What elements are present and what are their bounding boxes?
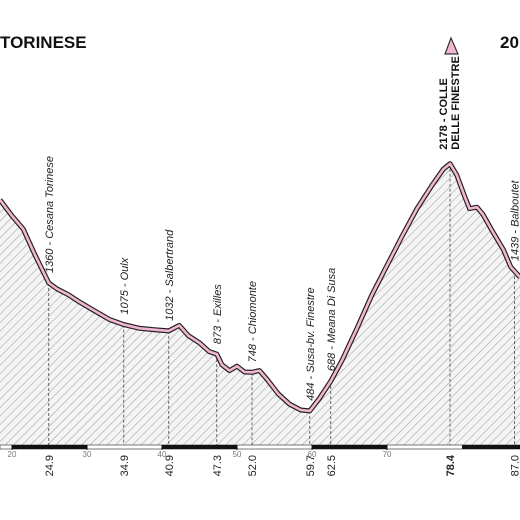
km-label: 62.5 (326, 455, 338, 476)
waypoint-label: 688 - Meana Di Susa (326, 268, 338, 371)
x-tick-label: 40 (158, 450, 167, 459)
km-label: 78.4 (445, 454, 457, 476)
km-label: 47.3 (212, 455, 224, 476)
summit-label: 2178 - COLLE (438, 78, 450, 150)
axis-bar-segment (12, 445, 88, 449)
x-tick-label: 30 (83, 450, 92, 459)
km-label: 34.9 (119, 455, 131, 476)
waypoint-label: 748 - Chiomonte (247, 281, 259, 362)
subtitle: 20 (500, 33, 519, 52)
waypoint-label: 1075 - Oulx (119, 257, 131, 314)
waypoint-label: 484 - Susa-bv. Finestre (305, 287, 317, 401)
x-tick-label: 20 (8, 450, 17, 459)
km-label: 24.9 (44, 455, 56, 476)
axis-bar (0, 444, 520, 450)
axis-bar-segment (162, 445, 238, 449)
profile-area (0, 163, 520, 445)
km-label: 40.9 (164, 455, 176, 476)
title: TORINESE (0, 33, 87, 52)
x-tick-label: 50 (233, 450, 242, 459)
axis-bar-segment (312, 445, 388, 449)
x-tick-label: 60 (308, 450, 317, 459)
summit-label: DELLE FINESTRE (450, 56, 462, 150)
waypoint-label: 1032 - Salbertrand (164, 229, 176, 321)
km-label: 52.0 (247, 455, 259, 476)
waypoint-label: 873 - Exilles (212, 284, 224, 344)
summit-icon (444, 36, 459, 55)
x-tick-label: 70 (383, 450, 392, 459)
waypoint-label: 1439 - Balboutet (510, 179, 520, 261)
axis-bar-segment (462, 445, 520, 449)
waypoint-label: 1360 - Cesana Torinese (44, 156, 56, 273)
km-label: 59.7 (305, 455, 317, 476)
profile-line (0, 162, 520, 413)
km-label: 87.0 (510, 455, 520, 476)
